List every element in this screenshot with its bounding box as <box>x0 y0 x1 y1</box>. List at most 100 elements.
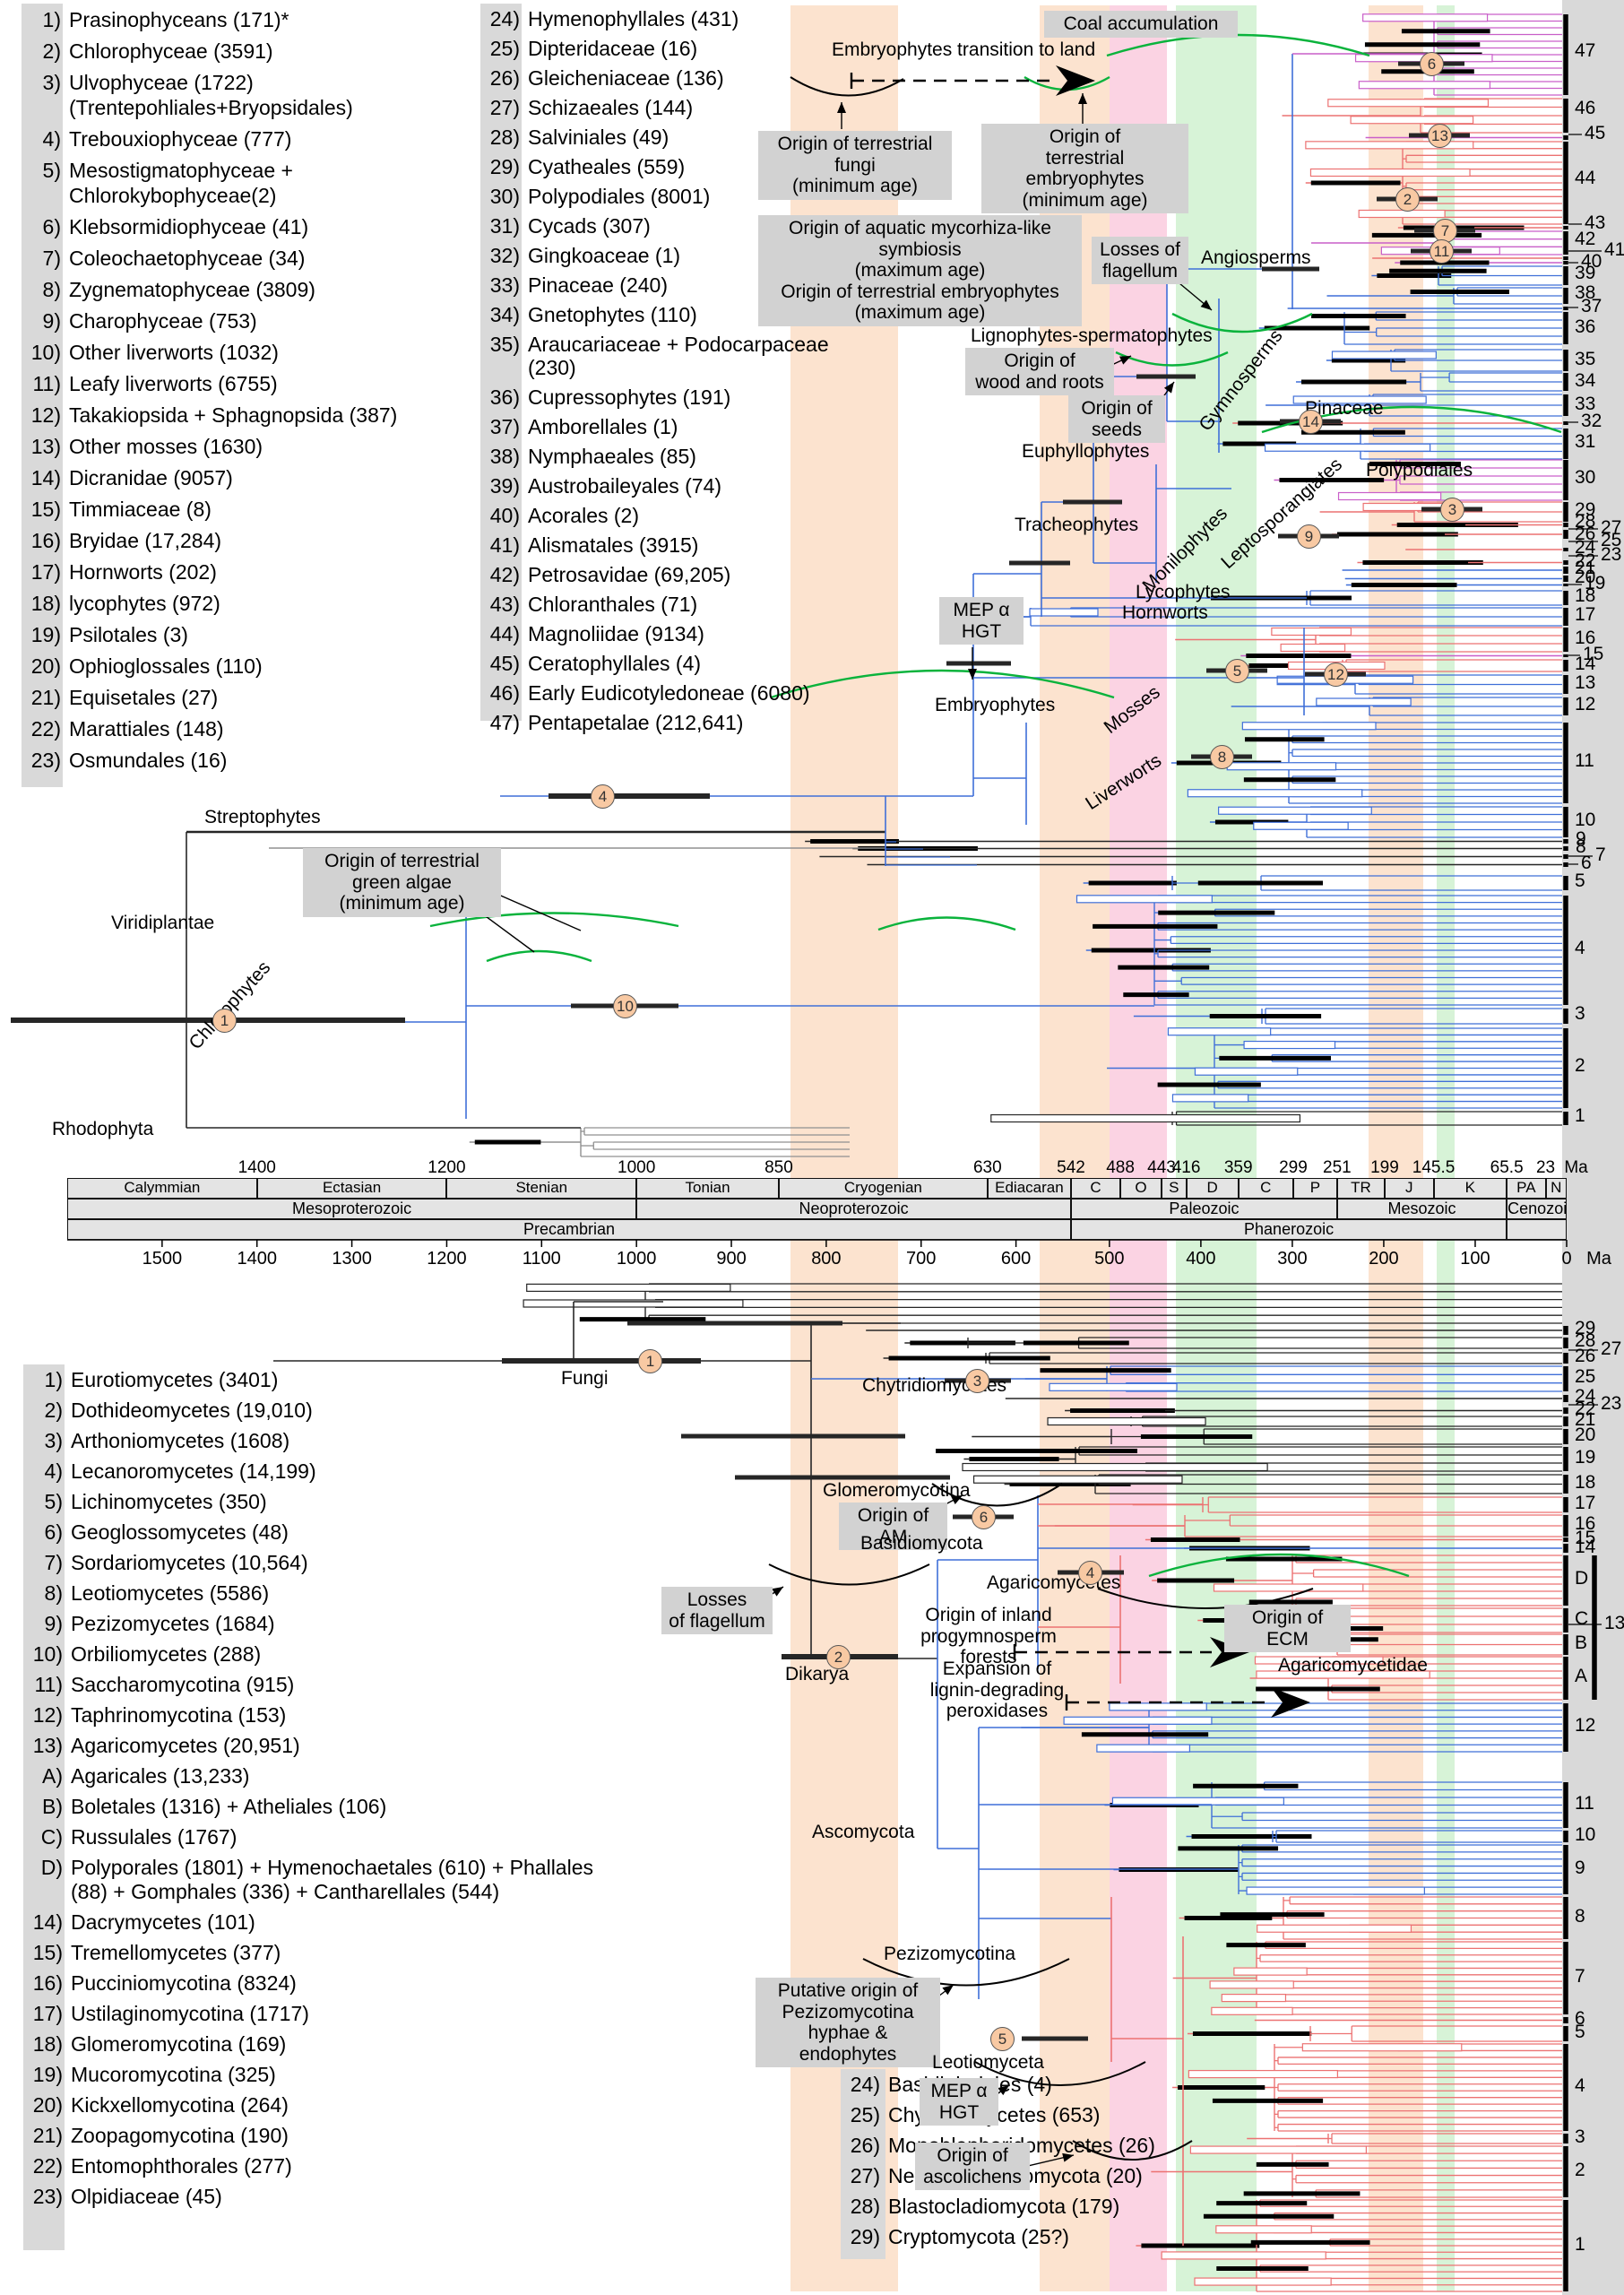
taxon-name: Takakiopsida + Sphagnopsida (387) <box>69 403 398 427</box>
taxon-name: Bryidae (17,284) <box>69 529 222 552</box>
taxon-name: Prasinophyceans (171)* <box>69 8 289 31</box>
taxon-name: Pentapetalae (212,641) <box>528 711 744 734</box>
timeband-peach-4 <box>1369 5 1423 2291</box>
taxon-list-item: 35) Araucariaceae + Podocarpaceae (230) <box>480 333 875 379</box>
taxon-name: Schizaeales (144) <box>528 96 694 119</box>
taxon-list-item: 14) Dicranidae (9057) <box>22 465 447 490</box>
taxon-list-item: 33) Pinaceae (240) <box>480 273 875 297</box>
taxon-list-item: 11) Leafy liverworts (6755) <box>22 371 447 396</box>
taxon-list-item: 2) Dothideomycetes (19,010) <box>23 1399 606 1423</box>
period-cell: Ectasian <box>256 1178 447 1199</box>
taxon-list-item: 2) Chlorophyceae (3591) <box>22 39 447 64</box>
taxon-number: 17) <box>30 560 61 584</box>
clade-number-f1: 1 <box>1575 2234 1585 2255</box>
clade-number-p43: 43 <box>1585 212 1606 233</box>
taxon-number: 23) <box>32 2185 63 2208</box>
taxon-name: Magnoliidae (9134) <box>528 622 704 645</box>
taxon-number: 1) <box>44 1368 63 1391</box>
clade-number-f11: 11 <box>1575 1793 1594 1814</box>
clade-number-p14: 14 <box>1575 654 1596 674</box>
taxon-name: Marattiales (148) <box>69 717 224 740</box>
clade-number-p1: 1 <box>1575 1105 1585 1126</box>
taxon-number: 43) <box>489 593 520 616</box>
clade-number-f12: 12 <box>1575 1715 1596 1736</box>
taxon-number: 12) <box>30 403 61 427</box>
eon-cell: Phanerozoic <box>1071 1219 1507 1240</box>
label-origin-emb-min: Origin of terrestrial embryophytes (mini… <box>981 124 1188 214</box>
taxon-list-item: 17) Hornworts (202) <box>22 559 447 585</box>
clade-number-f19: 19 <box>1575 1447 1596 1468</box>
taxon-number: 14) <box>30 466 61 489</box>
taxon-list-item: 23) Osmundales (16) <box>22 748 447 773</box>
taxon-name: Orbiliomycetes (288) <box>71 1642 262 1666</box>
calibration-node-p4: 4 <box>591 784 615 809</box>
taxon-name: Entomophthorales (277) <box>71 2154 292 2178</box>
label-origin-inland: Origin of inland progymnosperm forests <box>920 1605 1057 1668</box>
taxon-list-item: 32) Gingkoaceae (1) <box>480 244 875 267</box>
taxon-list-item: C) Russulales (1767) <box>23 1825 606 1849</box>
taxon-list-item: 46) Early Eudicotyledoneae (6080) <box>480 681 875 705</box>
clade-number-p10: 10 <box>1575 810 1596 830</box>
timescale-boundary-label: 443 <box>1147 1158 1176 1177</box>
label-hornworts: Hornworts <box>1122 602 1208 623</box>
taxon-name: Zygnematophyceae (3809) <box>69 278 315 301</box>
period-cell: C <box>1071 1178 1121 1199</box>
taxon-number: 32) <box>489 244 520 267</box>
label-losses-flagellum-fungi: Losses of flagellum <box>661 1587 773 1635</box>
taxon-number: 23) <box>30 749 61 772</box>
taxon-list-item: 21) Equisetales (27) <box>22 685 447 710</box>
clade-number-fD: D <box>1575 1568 1589 1589</box>
taxon-list-item: 34) Gnetophytes (110) <box>480 303 875 326</box>
taxon-list-item: 38) Nymphaeales (85) <box>480 445 875 468</box>
taxon-number: 7) <box>44 1551 63 1574</box>
taxon-list-item: 18) lycophytes (972) <box>22 591 447 616</box>
timescale-boundary-label: 416 <box>1171 1158 1201 1177</box>
timescale-boundary-label: 299 <box>1279 1158 1308 1177</box>
timescale-boundary-label: 542 <box>1057 1158 1085 1177</box>
taxon-list-item: 14) Dacrymycetes (101) <box>23 1910 606 1935</box>
calibration-node-p5: 5 <box>1225 659 1249 683</box>
taxon-name: Other liverworts (1032) <box>69 341 279 364</box>
taxon-name: Dipteridaceae (16) <box>528 37 698 60</box>
label-euphyllophytes: Euphyllophytes <box>1022 441 1150 462</box>
taxon-number: 13) <box>30 435 61 458</box>
timescale-tick-label: 1000 <box>616 1249 657 1269</box>
clade-number-fB: B <box>1575 1632 1588 1653</box>
clade-number-p29: 29 <box>1575 499 1596 520</box>
taxon-number: 10) <box>30 341 61 364</box>
clade-number-p38: 38 <box>1575 282 1596 303</box>
taxon-list-item: 28) Blastocladiomycota (179) <box>841 2195 1235 2219</box>
label-losses-flagellum-plant: Losses of flagellum <box>1092 237 1188 285</box>
taxon-list-item: 31) Cycads (307) <box>480 214 875 238</box>
clade-number-p42: 42 <box>1575 229 1596 249</box>
taxon-name: Petrosavidae (69,205) <box>528 563 731 586</box>
label-basidiomycota: Basidiomycota <box>860 1533 983 1554</box>
taxon-list-item: 25)Chytridiomycetes (653) <box>841 2103 1235 2127</box>
taxon-number: 8) <box>44 1581 63 1605</box>
taxon-list-item: 13) Other mosses (1630) <box>22 434 447 459</box>
label-mep-hgt-fungi: MEP α HGT <box>920 2078 998 2126</box>
label-chytridiomycetes: Chytridiomycetes <box>862 1375 1007 1396</box>
taxon-list-item: 21) Zoopagomycotina (190) <box>23 2124 606 2148</box>
label-origin-aquatic: Origin of aquatic mycorhiza-like symbios… <box>758 215 1082 326</box>
taxon-number: 9) <box>42 309 61 333</box>
clade-number-p13: 13 <box>1575 672 1596 693</box>
taxon-name: Gingkoaceae (1) <box>528 244 681 267</box>
period-cell: C <box>1238 1178 1293 1199</box>
taxon-list-item: 8) Zygnematophyceae (3809) <box>22 277 447 302</box>
taxon-number: 11) <box>34 1673 63 1696</box>
timescale-boundary-label: 850 <box>764 1158 793 1177</box>
taxon-list-item: 24) Hymenophyllales (431) <box>480 7 875 30</box>
timescale-boundary-label: 145.5 <box>1412 1158 1456 1177</box>
calibration-node-p6: 6 <box>1420 52 1444 76</box>
period-cell: Tonian <box>636 1178 779 1199</box>
timescale-tick-label: 900 <box>716 1249 747 1269</box>
taxon-list-item: 4) Lecanoromycetes (14,199) <box>23 1459 606 1484</box>
taxon-number: 35) <box>489 333 520 356</box>
taxon-name: Cryptomycota (25?) <box>888 2225 1069 2248</box>
taxon-list-item: 8) Leotiomycetes (5586) <box>23 1581 606 1606</box>
taxon-name: Mucoromycotina (325) <box>71 2063 276 2086</box>
period-cell: PA <box>1507 1178 1546 1199</box>
taxon-name: Leafy liverworts (6755) <box>69 372 278 395</box>
